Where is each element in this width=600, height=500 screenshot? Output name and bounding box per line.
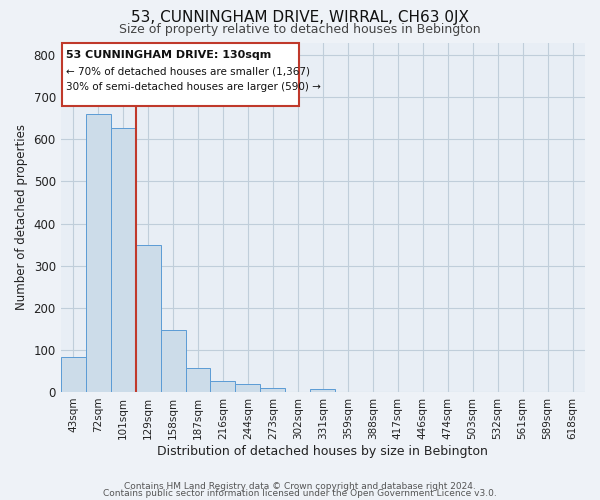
Bar [86,114,110,392]
Text: ← 70% of detached houses are smaller (1,367): ← 70% of detached houses are smaller (1,… [65,67,310,77]
Text: 53, CUNNINGHAM DRIVE, WIRRAL, CH63 0JX: 53, CUNNINGHAM DRIVE, WIRRAL, CH63 0JX [131,10,469,25]
Text: 30% of semi-detached houses are larger (590) →: 30% of semi-detached houses are larger (… [65,82,320,92]
Bar [260,388,286,392]
Y-axis label: Number of detached properties: Number of detached properties [15,124,28,310]
Bar [61,357,86,392]
Bar [110,128,136,392]
Text: Contains public sector information licensed under the Open Government Licence v3: Contains public sector information licen… [103,490,497,498]
Bar [136,246,161,392]
Bar [310,389,335,392]
Text: Size of property relative to detached houses in Bebington: Size of property relative to detached ho… [119,22,481,36]
Bar [161,330,185,392]
Text: Contains HM Land Registry data © Crown copyright and database right 2024.: Contains HM Land Registry data © Crown c… [124,482,476,491]
Text: 53 CUNNINGHAM DRIVE: 130sqm: 53 CUNNINGHAM DRIVE: 130sqm [65,50,271,60]
Bar [235,384,260,392]
FancyBboxPatch shape [62,42,299,106]
Bar [211,380,235,392]
Bar [185,368,211,392]
X-axis label: Distribution of detached houses by size in Bebington: Distribution of detached houses by size … [157,444,488,458]
